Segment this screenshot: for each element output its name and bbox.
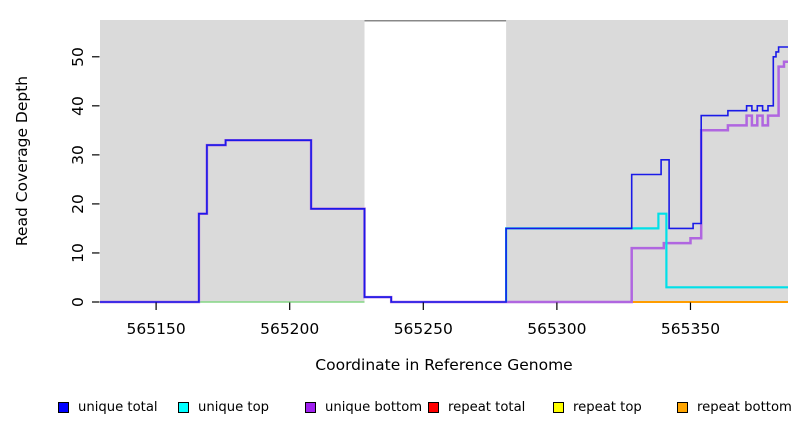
x-axis-title: Coordinate in Reference Genome	[315, 356, 573, 374]
y-tick-label: 20	[69, 194, 87, 214]
shaded-region	[506, 20, 788, 302]
series-unique-total	[100, 46, 788, 303]
y-axis-title: Read Coverage Depth	[13, 75, 31, 247]
x-tick-label: 565350	[660, 320, 721, 338]
shaded-region	[100, 20, 365, 302]
x-tick-label: 565200	[260, 320, 320, 338]
y-tick-label: 40	[69, 95, 87, 116]
x-tick-label: 565250	[393, 320, 453, 338]
x-tick-label: 565150	[126, 320, 186, 338]
y-tick-label: 50	[69, 46, 87, 67]
y-tick-label: 0	[69, 297, 87, 307]
y-tick-label: 30	[69, 144, 87, 165]
y-tick-label: 10	[69, 243, 87, 263]
x-tick-label: 565300	[527, 320, 587, 338]
